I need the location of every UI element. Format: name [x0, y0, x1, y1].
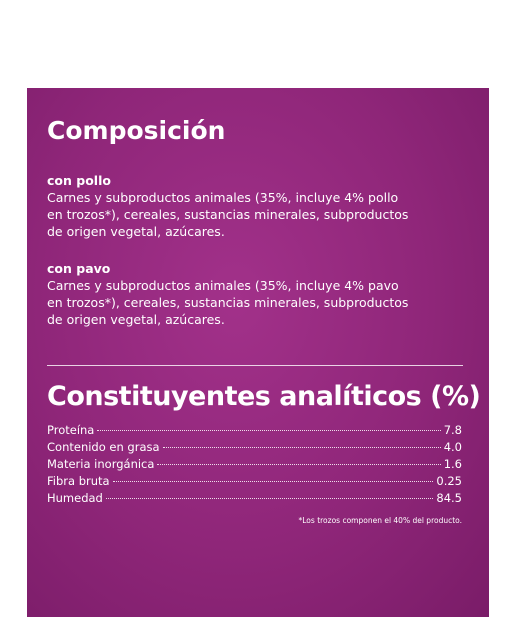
- analysis-title: Constituyentes analíticos (%): [47, 381, 481, 412]
- divider: [47, 365, 463, 366]
- section: con pollo Carnes y subproductos animales…: [47, 172, 408, 240]
- dot-leader: [157, 464, 441, 465]
- text-line: de origen vegetal, azúcares.: [47, 312, 225, 327]
- nutrient-value: 84.5: [436, 491, 462, 505]
- table-row: Contenido en grasa 4.0: [47, 439, 462, 456]
- text-line: Carnes y subproductos animales (35%, inc…: [47, 190, 399, 205]
- label-panel: Composición con pollo Carnes y subproduc…: [27, 88, 489, 617]
- text-line: de origen vegetal, azúcares.: [47, 224, 225, 239]
- table-row: Fibra bruta 0.25: [47, 473, 462, 490]
- section: con pavo Carnes y subproductos animales …: [47, 260, 408, 328]
- dot-leader: [162, 447, 441, 448]
- nutrient-name: Fibra bruta: [47, 474, 110, 488]
- dot-leader: [112, 481, 434, 482]
- section-heading: con pollo: [47, 173, 111, 188]
- nutrient-value: 1.6: [443, 457, 462, 471]
- dot-leader: [97, 430, 441, 431]
- composition-title: Composición: [47, 116, 226, 145]
- section-heading: con pavo: [47, 261, 111, 276]
- analysis-table: Proteína 7.8 Contenido en grasa 4.0 Materia …: [47, 422, 462, 507]
- text-line: Carnes y subproductos animales (35%, inc…: [47, 278, 399, 293]
- dot-leader: [105, 498, 434, 499]
- table-row: Materia inorgánica 1.6: [47, 456, 462, 473]
- nutrient-value: 4.0: [443, 440, 462, 454]
- nutrient-name: Contenido en grasa: [47, 440, 160, 454]
- nutrient-name: Materia inorgánica: [47, 457, 155, 471]
- footnote: *Los trozos componen el 40% del producto…: [298, 516, 462, 525]
- text-line: en trozos*), cereales, sustancias minera…: [47, 207, 409, 222]
- nutrient-value: 0.25: [436, 474, 462, 488]
- table-row: Proteína 7.8: [47, 422, 462, 439]
- nutrient-value: 7.8: [443, 423, 462, 437]
- nutrient-name: Humedad: [47, 491, 103, 505]
- nutrient-name: Proteína: [47, 423, 95, 437]
- text-line: en trozos*), cereales, sustancias minera…: [47, 295, 409, 310]
- table-row: Humedad 84.5: [47, 490, 462, 507]
